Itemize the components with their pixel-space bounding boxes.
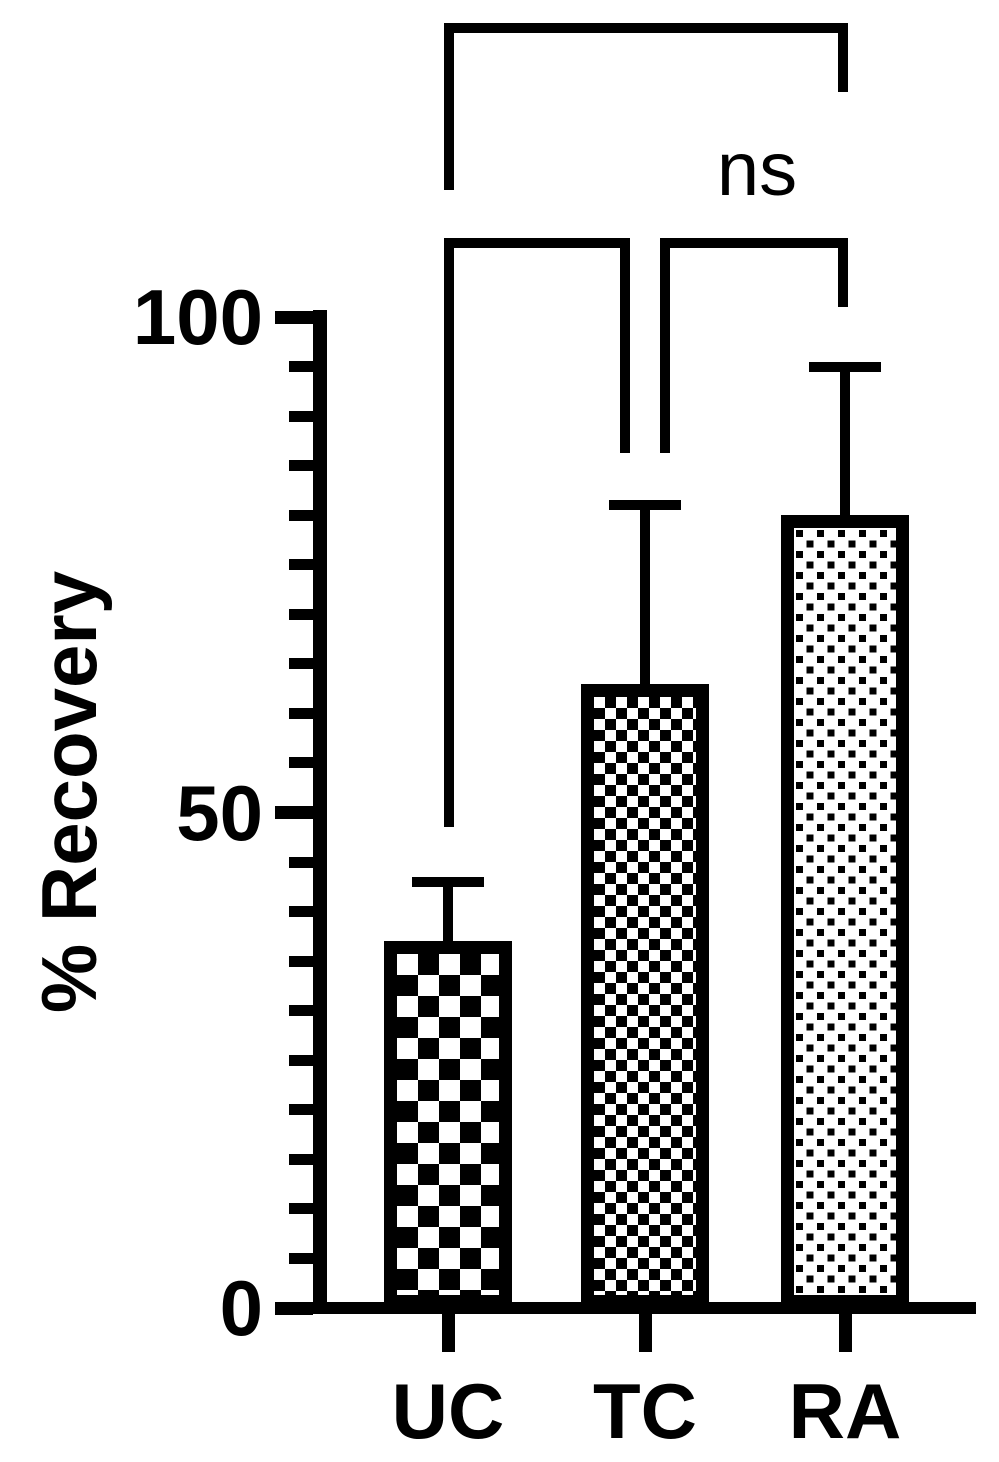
bracket-1-bar (444, 238, 630, 248)
bracket-2-left-leg (660, 238, 670, 453)
error-bar-cap-uc (412, 876, 484, 887)
bar-ra (781, 515, 909, 1308)
x-tick-label-ra: RA (788, 1367, 902, 1455)
y-minor-tick-5 (289, 1252, 313, 1264)
y-tick-label-50: 50 (176, 768, 263, 857)
y-major-tick-50 (275, 806, 313, 819)
x-tick-ra (838, 1314, 852, 1352)
y-minor-tick-30 (289, 1005, 313, 1017)
y-minor-tick-15 (289, 1153, 313, 1165)
error-bar-cap-ra (809, 361, 881, 372)
bracket-0-right-leg (838, 23, 848, 92)
x-tick-label-tc: TC (593, 1367, 697, 1455)
bracket-1-right-leg (620, 238, 630, 453)
bracket-0-bar (444, 23, 848, 33)
y-tick-label-100: 100 (132, 273, 263, 361)
y-minor-tick-10 (289, 1203, 313, 1215)
y-axis-line (313, 310, 327, 1314)
y-minor-tick-40 (289, 906, 313, 918)
y-minor-tick-85 (289, 460, 313, 472)
bracket-1-left-leg (444, 238, 454, 827)
y-major-tick-0 (275, 1301, 313, 1315)
x-tick-label-uc: UC (391, 1367, 505, 1455)
bar-uc (384, 941, 512, 1308)
y-minor-tick-35 (289, 955, 313, 967)
error-bar-cap-tc (609, 500, 681, 511)
bar-tc (581, 683, 709, 1308)
y-minor-tick-25 (289, 1054, 313, 1066)
y-tick-label-0: 0 (219, 1264, 263, 1352)
y-minor-tick-60 (289, 707, 313, 719)
error-bar-line-ra (840, 366, 850, 516)
y-minor-tick-45 (289, 856, 313, 868)
bracket-2-bar (660, 238, 848, 248)
y-major-tick-100 (275, 310, 313, 324)
y-minor-tick-95 (289, 361, 313, 373)
y-minor-tick-65 (289, 658, 313, 670)
y-minor-tick-70 (289, 608, 313, 620)
x-tick-tc (638, 1314, 652, 1352)
bracket-0-left-leg (444, 23, 454, 190)
y-minor-tick-20 (289, 1104, 313, 1116)
y-minor-tick-75 (289, 559, 313, 571)
ns-significance-label: ns (716, 127, 798, 212)
bracket-2-right-leg (838, 238, 848, 307)
y-axis-title: % Recovery (25, 570, 113, 1014)
y-minor-tick-90 (289, 410, 313, 422)
x-axis-line (275, 1302, 976, 1314)
x-tick-uc (441, 1314, 455, 1352)
y-minor-tick-80 (289, 509, 313, 521)
error-bar-line-uc (443, 881, 453, 942)
y-minor-tick-55 (289, 757, 313, 769)
error-bar-line-tc (640, 505, 650, 684)
